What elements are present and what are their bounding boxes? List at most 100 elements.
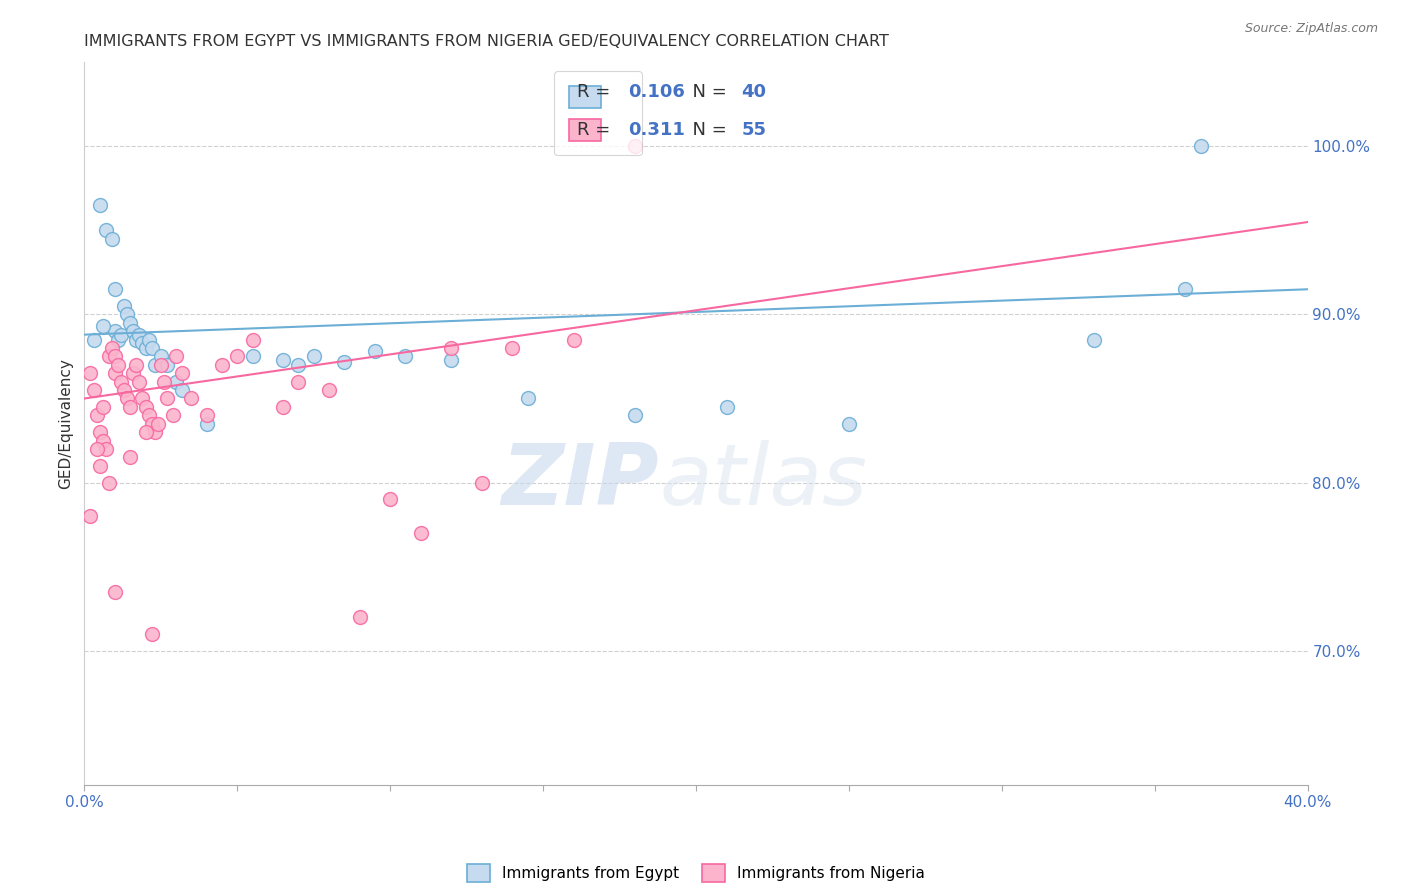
Point [131,336,153,351]
Point [104,350,127,364]
Point [138,409,160,423]
Point [128,327,150,342]
Point [440,352,463,367]
Point [131,392,153,406]
Point [1174,282,1197,296]
Point [122,324,145,338]
Point [141,417,163,431]
Point [104,324,127,338]
Point [125,358,148,372]
Text: 0.311: 0.311 [628,121,685,139]
Point [91,434,114,448]
Point [107,333,129,347]
Point [122,366,145,380]
Point [101,232,124,246]
Point [162,409,184,423]
Point [172,383,194,397]
Point [91,319,114,334]
Point [287,375,309,389]
Point [120,316,142,330]
Point [91,400,114,414]
Point [624,139,647,153]
Point [409,525,432,540]
Point [89,425,111,439]
Point [394,350,416,364]
Point [120,450,142,465]
Point [1083,333,1105,347]
Point [120,400,142,414]
Point [141,626,163,640]
Point [349,610,371,624]
Point [135,341,157,355]
Point [83,333,105,347]
Point [624,409,647,423]
Point [333,354,356,368]
Point [1189,139,1212,153]
Text: 0.106: 0.106 [628,83,685,101]
Point [83,383,105,397]
Point [287,358,309,372]
Point [110,327,132,342]
Text: R =: R = [576,121,616,139]
Point [195,409,218,423]
Text: atlas: atlas [659,440,868,523]
Point [89,458,111,473]
Point [380,492,402,507]
Point [143,358,166,372]
Point [364,344,387,359]
Point [271,352,294,367]
Point [502,341,524,355]
Point [97,350,120,364]
Y-axis label: GED/Equivalency: GED/Equivalency [58,359,73,489]
Point [104,282,127,296]
Point [112,383,135,397]
Point [440,341,463,355]
Point [143,425,166,439]
Point [165,350,187,364]
Point [110,375,132,389]
Point [135,400,157,414]
Point [226,350,249,364]
Text: N =: N = [681,83,733,101]
Point [112,299,135,313]
Point [104,366,127,380]
Point [165,375,187,389]
Point [149,358,172,372]
Point [271,400,294,414]
Point [97,475,120,490]
Point [135,425,157,439]
Legend: Immigrants from Egypt, Immigrants from Nigeria: Immigrants from Egypt, Immigrants from N… [461,857,931,888]
Point [86,409,108,423]
Point [838,417,860,431]
Point [149,350,172,364]
Point [101,341,124,355]
Point [104,584,127,599]
Point [94,223,117,237]
Point [153,375,176,389]
Text: R =: R = [576,83,616,101]
Point [516,392,538,406]
Text: 55: 55 [742,121,766,139]
Point [128,375,150,389]
Point [242,333,264,347]
Point [172,366,194,380]
Point [146,417,169,431]
Point [138,333,160,347]
Point [180,392,202,406]
Point [716,400,738,414]
Point [79,509,101,524]
Text: 40: 40 [742,83,766,101]
Point [156,358,179,372]
Text: N =: N = [681,121,733,139]
Point [107,358,129,372]
Text: ZIP: ZIP [502,440,659,523]
Point [562,333,585,347]
Point [79,366,101,380]
Text: Source: ZipAtlas.com: Source: ZipAtlas.com [1244,22,1378,36]
Point [302,350,325,364]
Point [115,308,138,322]
Point [242,350,264,364]
Point [115,392,138,406]
Text: IMMIGRANTS FROM EGYPT VS IMMIGRANTS FROM NIGERIA GED/EQUIVALENCY CORRELATION CHA: IMMIGRANTS FROM EGYPT VS IMMIGRANTS FROM… [84,34,889,49]
Point [125,333,148,347]
